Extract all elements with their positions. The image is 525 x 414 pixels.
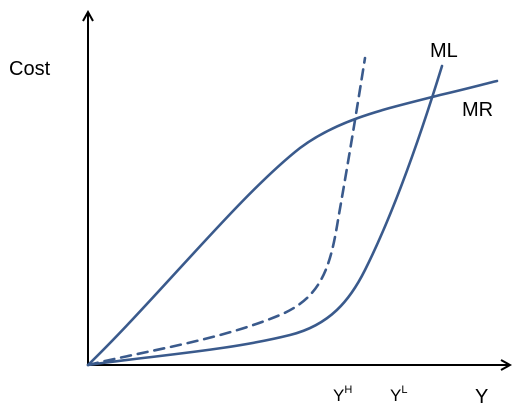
tick-label-yh: YH xyxy=(333,384,352,405)
tick-label-yh-sup: H xyxy=(344,384,352,396)
x-axis-label: Y xyxy=(475,386,488,408)
series-label-ml: ML xyxy=(430,40,458,62)
y-axis-label: Cost xyxy=(9,58,51,80)
series-ml-line xyxy=(86,64,444,367)
tick-label-yl-sup: L xyxy=(401,384,407,396)
tick-label-yh-base: Y xyxy=(333,386,344,405)
tick-label-yl: YL xyxy=(390,384,407,405)
series-mr-line xyxy=(86,79,499,367)
series-dashed-line xyxy=(86,56,367,367)
tick-label-yl-base: Y xyxy=(390,386,401,405)
series-label-mr: MR xyxy=(462,99,493,121)
